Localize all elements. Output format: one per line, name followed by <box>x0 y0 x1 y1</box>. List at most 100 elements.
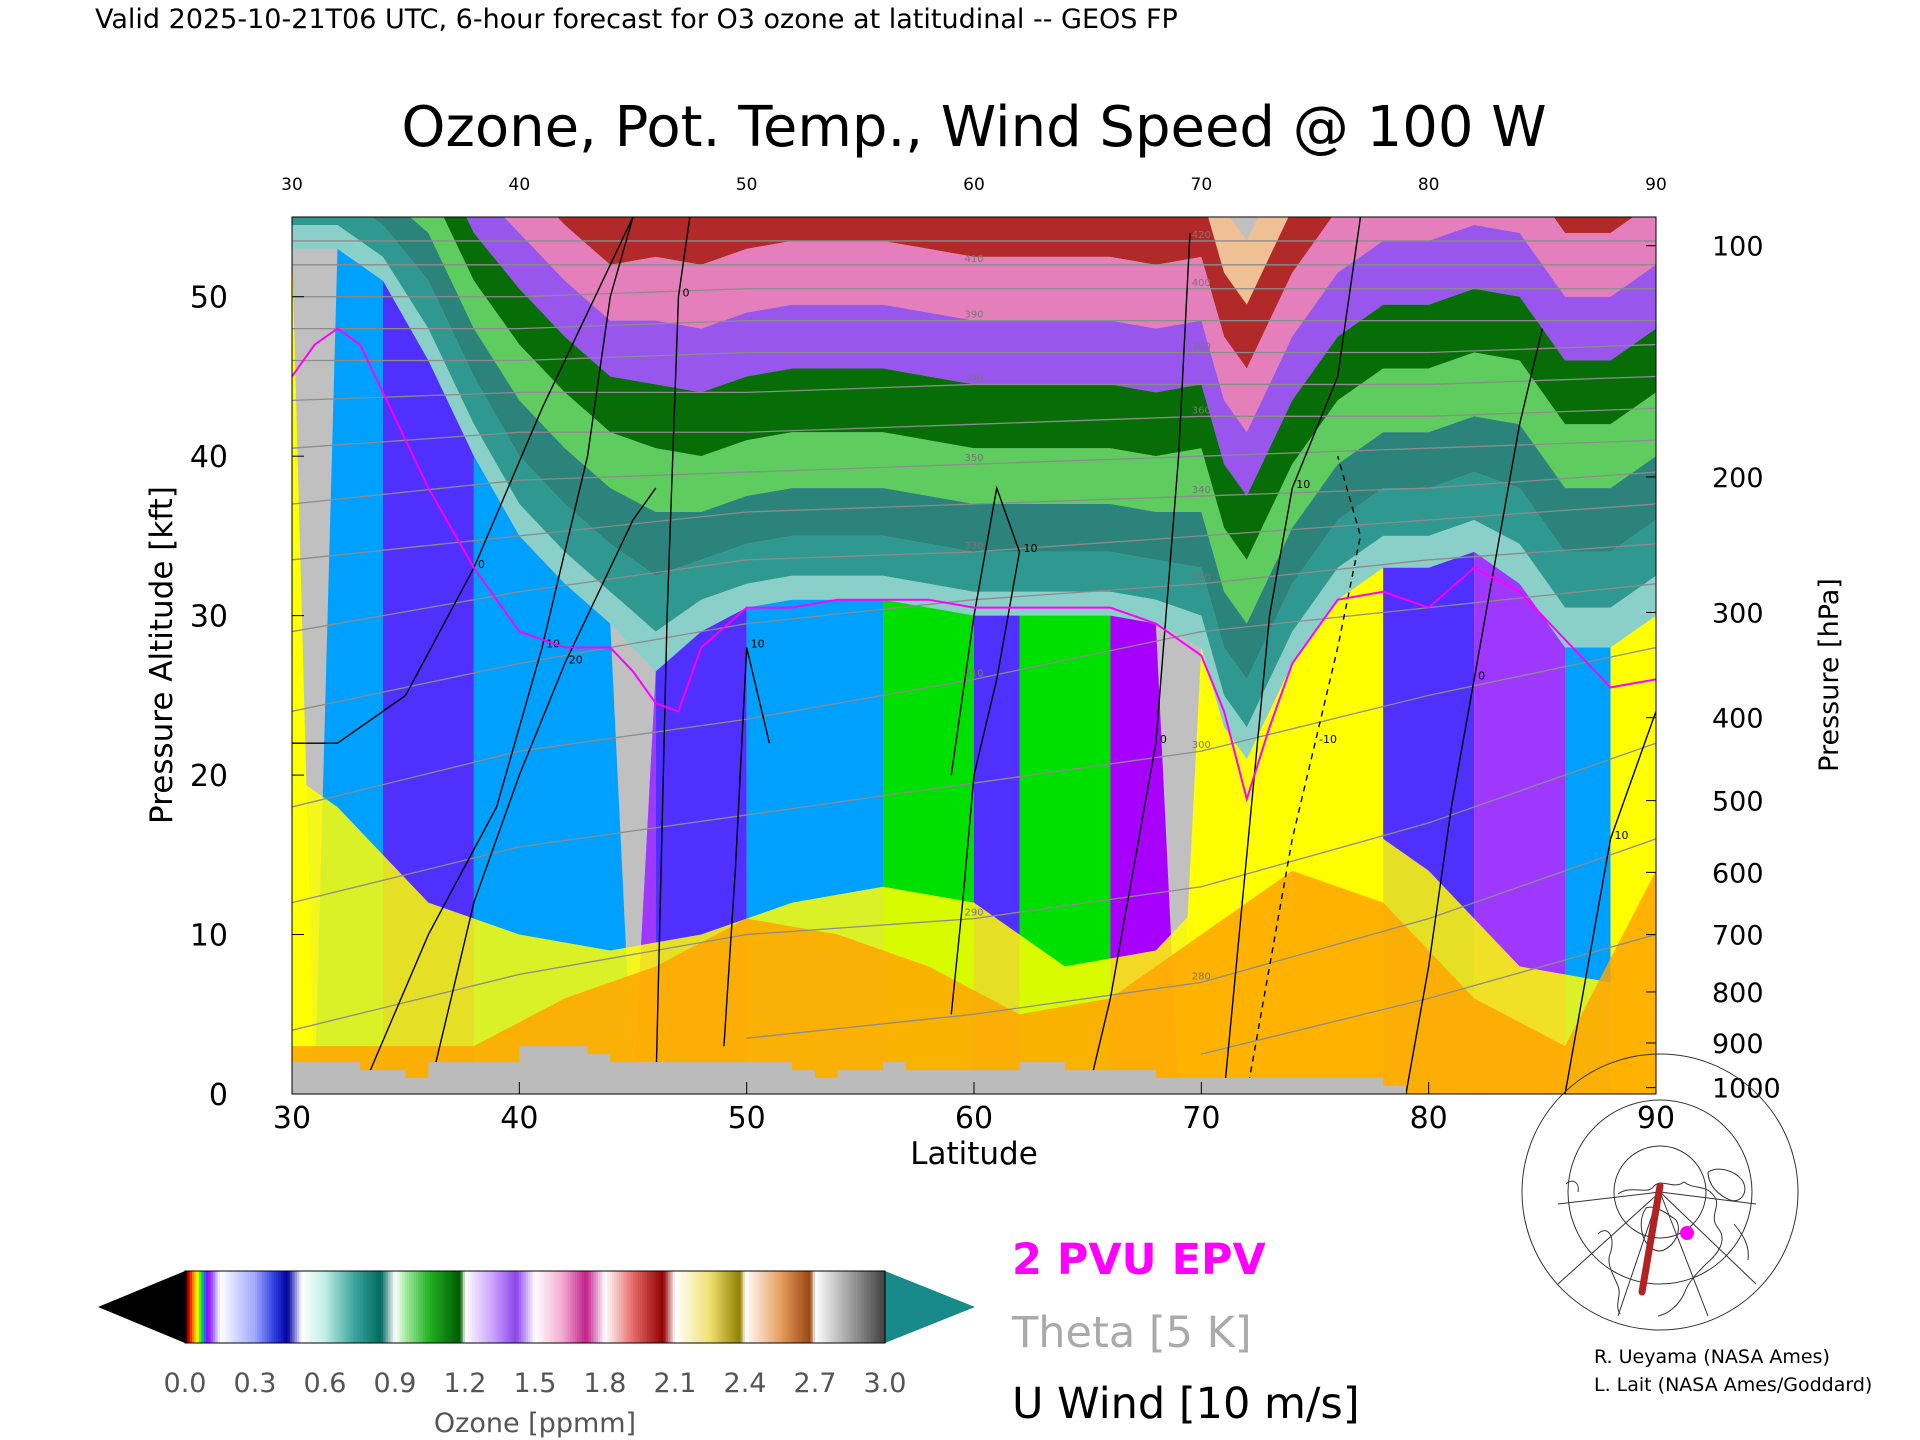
colorbar-swatch <box>388 1271 391 1343</box>
pressure-axis-ticks: 100 200 300 400 500 600 700 800 900 1000 <box>1646 232 1781 1105</box>
colorbar-swatch <box>402 1271 405 1343</box>
colorbar-swatch <box>507 1271 510 1343</box>
colorbar-swatch <box>432 1271 436 1343</box>
theta-contour-line <box>292 343 1656 362</box>
colorbar-swatch <box>773 1271 776 1343</box>
colorbar-swatch <box>784 1271 788 1343</box>
colorbar-swatch <box>203 1271 207 1343</box>
colorbar-swatch <box>376 1271 380 1343</box>
pressure-tick-label: 200 <box>1712 463 1764 494</box>
colorbar-swatch <box>621 1271 625 1343</box>
colorbar-swatch <box>367 1271 370 1343</box>
colorbar-swatch <box>467 1271 471 1343</box>
colorbar-swatch <box>411 1271 415 1343</box>
colorbar-swatch <box>500 1271 503 1343</box>
colorbar-swatch <box>213 1271 216 1343</box>
x-tick-label: 90 <box>1637 1101 1675 1136</box>
colorbar-swatch <box>707 1271 711 1343</box>
theta-contour-line <box>292 471 1656 561</box>
top-x-tick-label: 80 <box>1418 175 1440 195</box>
colorbar-swatch <box>308 1271 312 1343</box>
colorbar-swatch <box>752 1271 755 1343</box>
colorbar-tick-label: 0.6 <box>304 1368 347 1399</box>
colorbar-swatch <box>761 1271 765 1343</box>
colorbar-swatch <box>563 1271 566 1343</box>
colorbar-swatch <box>521 1271 524 1343</box>
colorbar-swatch <box>822 1271 825 1343</box>
colorbar-swatch <box>509 1271 513 1343</box>
colorbar-swatch <box>672 1271 676 1343</box>
colorbar-swatch <box>210 1271 214 1343</box>
credit-line-1: R. Ueyama (NASA Ames) <box>1594 1346 1830 1368</box>
colorbar-swatch <box>518 1271 522 1343</box>
colorbar-swatch <box>201 1271 205 1343</box>
colorbar-swatch <box>364 1271 368 1343</box>
colorbar-swatch <box>495 1271 499 1343</box>
x-axis-label: Latitude <box>910 1136 1038 1172</box>
colorbar-swatch <box>717 1271 720 1343</box>
u-wind-contour-line <box>1246 455 1362 1094</box>
colorbar-swatch <box>833 1271 837 1343</box>
ozone-strat-layer <box>292 224 1656 760</box>
colorbar-swatch <box>609 1271 613 1343</box>
inset-map-location-marker <box>1680 1226 1694 1240</box>
colorbar-swatch <box>791 1271 795 1343</box>
colorbar-swatch <box>362 1271 366 1343</box>
colorbar-swatch <box>313 1271 317 1343</box>
colorbar-swatch <box>259 1271 263 1343</box>
inset-map <box>1521 1053 1799 1331</box>
colorbar-swatch <box>264 1271 268 1343</box>
colorbar-swatch <box>665 1271 669 1343</box>
theta-contour-line <box>292 319 1656 330</box>
colorbar-swatch <box>826 1271 830 1343</box>
colorbar-swatch <box>831 1271 835 1343</box>
colorbar-swatch <box>287 1271 291 1343</box>
colorbar-swatch <box>446 1271 450 1343</box>
colorbar-ticks: 0.0 0.3 0.6 0.9 1.2 1.5 1.8 2.1 2.4 2.7 3.0 <box>164 1368 907 1399</box>
colorbar-swatch <box>430 1271 433 1343</box>
colorbar-swatch <box>836 1271 839 1343</box>
colorbar-swatch <box>794 1271 797 1343</box>
colorbar-tick-label: 0.3 <box>234 1368 277 1399</box>
theta-contour-line <box>292 646 1656 904</box>
colorbar-swatch <box>360 1271 363 1343</box>
colorbar-swatch <box>577 1271 580 1343</box>
top-x-tick-label: 60 <box>963 175 985 195</box>
u-wind-contour-label: 0 <box>682 287 689 300</box>
ozone-strat-layer <box>504 217 1656 433</box>
colorbar-swatch <box>591 1271 594 1343</box>
colorbar-swatch <box>292 1271 296 1343</box>
colorbar-swatch <box>516 1271 520 1343</box>
pressure-axis-label: Pressure [hPa] <box>1814 578 1845 772</box>
colorbar-swatch <box>871 1271 874 1343</box>
colorbar-swatch <box>476 1271 480 1343</box>
colorbar-swatch <box>675 1271 678 1343</box>
u-wind-contour-label: 10 <box>1296 478 1310 491</box>
colorbar-swatch <box>630 1271 634 1343</box>
colorbar-tick-label: 3.0 <box>864 1368 907 1399</box>
colorbar-swatch <box>227 1271 230 1343</box>
colorbar-swatch <box>593 1271 597 1343</box>
colorbar-swatch <box>703 1271 706 1343</box>
u-wind-contour-line <box>655 217 691 1094</box>
ground-mask <box>292 1046 1406 1094</box>
inset-map-meridian <box>1659 1191 1757 1285</box>
theta-contour-label: 390 <box>964 310 983 321</box>
colorbar-swatch <box>285 1271 289 1343</box>
colorbar-tick-label: 0.0 <box>164 1368 207 1399</box>
colorbar-swatch <box>654 1271 657 1343</box>
colorbar-swatch <box>187 1271 191 1343</box>
colorbar-swatch <box>763 1271 767 1343</box>
colorbar-swatch <box>194 1271 198 1343</box>
pressure-tick-label: 100 <box>1712 232 1764 263</box>
theta-contour-label: 410 <box>964 254 983 265</box>
colorbar-swatch <box>236 1271 240 1343</box>
theta-contour-line <box>1201 933 1656 1055</box>
colorbar-swatch <box>714 1271 718 1343</box>
colorbar-swatch <box>250 1271 254 1343</box>
x-tick-label: 60 <box>955 1101 993 1136</box>
colorbar-swatch <box>796 1271 800 1343</box>
pressure-tick-label: 300 <box>1712 598 1764 629</box>
colorbar-swatch <box>448 1271 452 1343</box>
